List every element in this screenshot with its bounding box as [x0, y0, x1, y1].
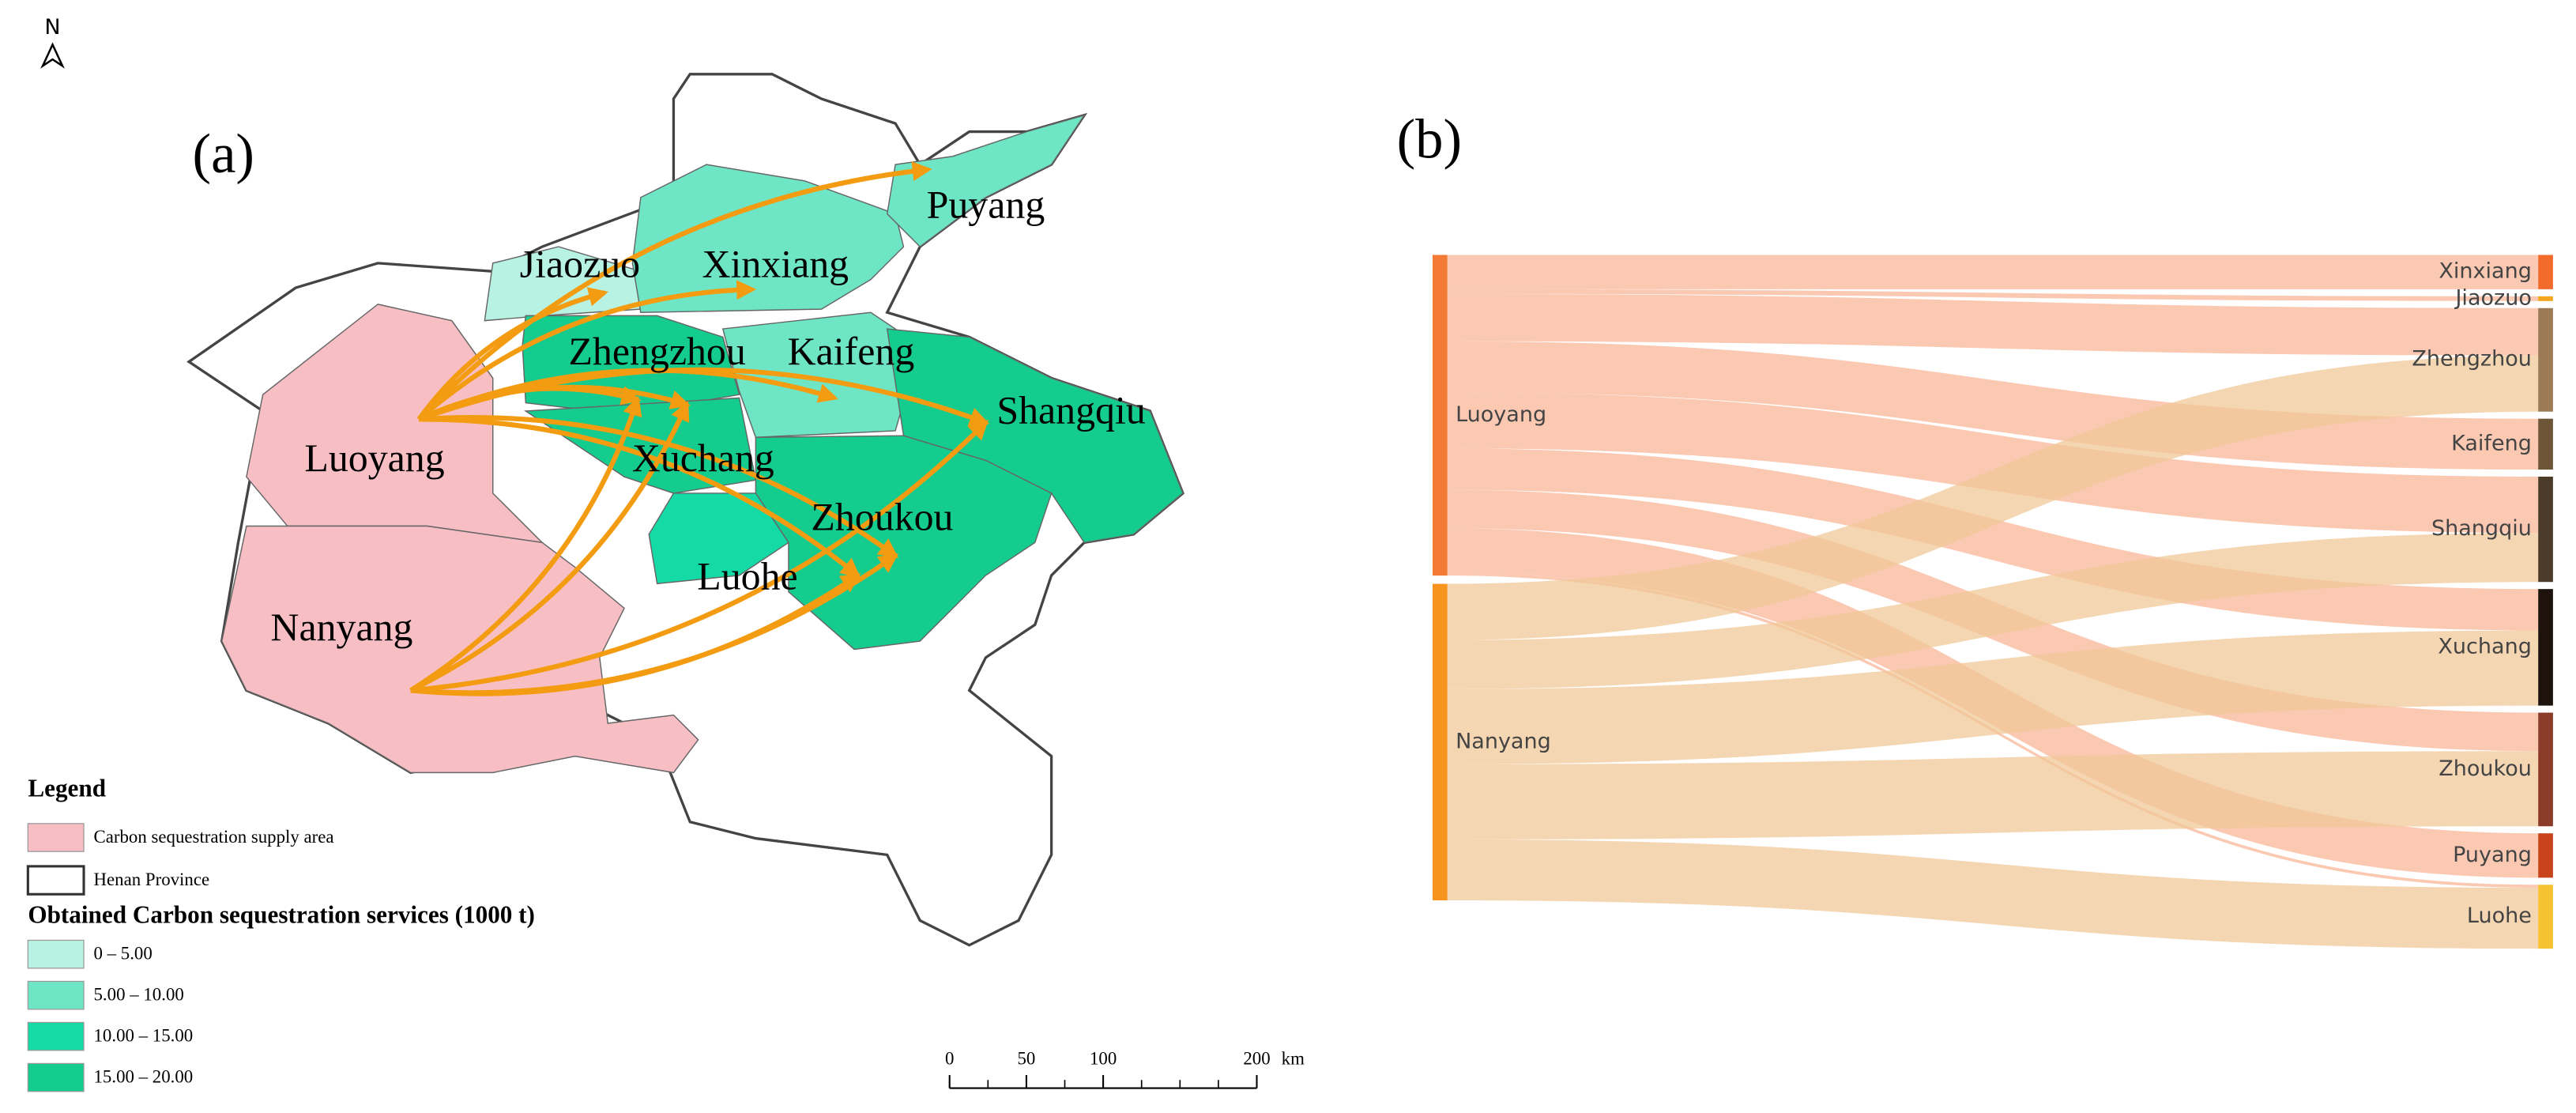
sankey-node — [1432, 255, 1448, 576]
sankey-node — [2538, 833, 2553, 878]
city-label: Xinxiang — [702, 243, 849, 286]
scale-label: 100 — [1090, 1048, 1117, 1068]
scale-label: 50 — [1017, 1048, 1035, 1068]
sankey-node — [2538, 476, 2553, 583]
flow-arrow — [416, 161, 932, 421]
flow-arrow — [409, 395, 642, 693]
city-region — [631, 164, 905, 313]
flow-arrow — [410, 420, 989, 693]
sankey-link — [1447, 293, 2539, 356]
sankey-node — [2538, 712, 2553, 827]
legend-swatch — [27, 980, 85, 1010]
sankey-link — [1447, 255, 2539, 289]
legend-swatch — [26, 865, 85, 896]
node-label: Zhengzhou — [2412, 347, 2531, 372]
city-label: Shangqiu — [996, 389, 1145, 432]
scale-unit: km — [1282, 1048, 1305, 1068]
node-label: Nanyang — [1456, 729, 1551, 753]
city-label: Kaifeng — [788, 330, 915, 373]
city-region — [721, 311, 921, 439]
legend-label: 10.00 – 15.00 — [94, 1025, 194, 1045]
city-region — [220, 525, 699, 774]
legend-swatch — [27, 1062, 85, 1092]
legend-title: Legend — [28, 774, 106, 802]
legend-subtitle: Obtained Carbon sequestration services (… — [28, 901, 535, 929]
sankey-link — [1447, 533, 2539, 689]
city-region — [524, 397, 757, 494]
north-label: N — [44, 15, 60, 40]
sankey-node — [1432, 583, 1448, 900]
legend-label: 5.00 – 10.00 — [94, 984, 184, 1004]
sankey-node — [2538, 589, 2553, 706]
sankey-link — [1447, 289, 2539, 301]
legend-swatch — [27, 939, 85, 969]
node-label: Luohe — [2467, 904, 2532, 928]
legend-label: Henan Province — [94, 870, 210, 889]
flow-arrow — [417, 280, 757, 421]
node-label: Shangqiu — [2431, 516, 2532, 541]
flow-arrow — [409, 401, 690, 693]
flow-arrow — [410, 573, 861, 696]
city-label: Luohe — [697, 555, 797, 598]
flow-arrow — [419, 417, 861, 579]
city-label: Jiaozuo — [520, 243, 640, 286]
sankey-link — [1447, 839, 2539, 949]
city-label: Zhoukou — [811, 496, 953, 539]
map-panel: Luoyang Nanyang Jiaozuo Xinxiang Puyang Zheng… — [26, 15, 1305, 1092]
node-label: Jiaozuo — [2454, 285, 2531, 310]
legend-label: 15.00 – 20.00 — [94, 1066, 194, 1086]
node-label: Xuchang — [2438, 634, 2531, 658]
sankey-node — [2538, 307, 2553, 412]
node-label: Puyang — [2453, 843, 2532, 867]
city-label: Luoyang — [304, 436, 444, 480]
sankey-node — [2538, 418, 2553, 470]
panel-label: (b) — [1397, 108, 1462, 170]
scale-label: 0 — [945, 1048, 954, 1068]
legend-swatch — [27, 1021, 85, 1051]
legend-label: Carbon sequestration supply area — [94, 827, 334, 847]
sankey-link — [1447, 355, 2539, 640]
sankey-link — [1447, 341, 2539, 470]
node-label: Zhoukou — [2439, 756, 2532, 781]
city-label: Puyang — [927, 183, 1045, 227]
city-label: Zhengzhou — [568, 330, 745, 373]
sankey-node — [2538, 255, 2553, 289]
city-region — [648, 492, 789, 585]
legend-label: 0 – 5.00 — [94, 943, 153, 963]
city-region — [886, 114, 1086, 248]
city-label: Xuchang — [632, 436, 774, 480]
panel-label: (a) — [193, 123, 254, 185]
node-label: Luoyang — [1456, 402, 1546, 427]
legend-swatch — [27, 823, 85, 852]
sankey-node — [2538, 296, 2553, 301]
city-label: Nanyang — [270, 606, 412, 649]
flow-arrow — [417, 384, 691, 422]
sankey-link — [1447, 751, 2539, 839]
sankey-node — [2538, 885, 2553, 949]
north-arrow — [40, 42, 65, 69]
node-label: Xinxiang — [2439, 259, 2531, 284]
sankey-link — [1447, 392, 2539, 534]
flow-arrow — [416, 287, 608, 421]
node-label: Kaifeng — [2451, 431, 2532, 455]
sankey-link — [1447, 630, 2539, 764]
scale-label: 200 — [1243, 1048, 1270, 1068]
